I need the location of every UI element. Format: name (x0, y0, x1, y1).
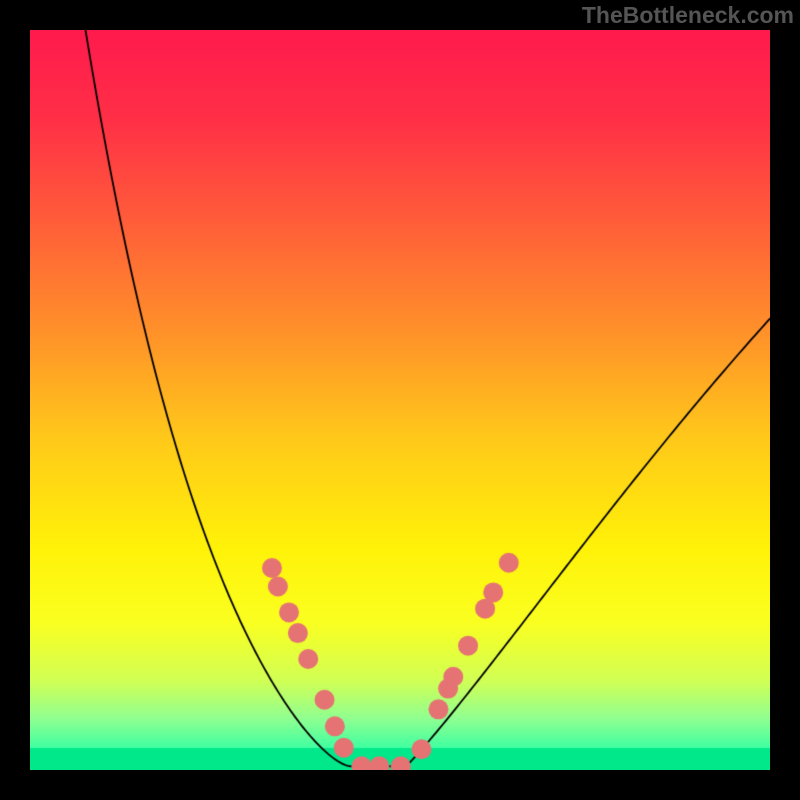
watermark-label: TheBottleneck.com (582, 2, 794, 29)
bottleneck-v-chart (30, 30, 770, 770)
chart-container: TheBottleneck.com (0, 0, 800, 800)
